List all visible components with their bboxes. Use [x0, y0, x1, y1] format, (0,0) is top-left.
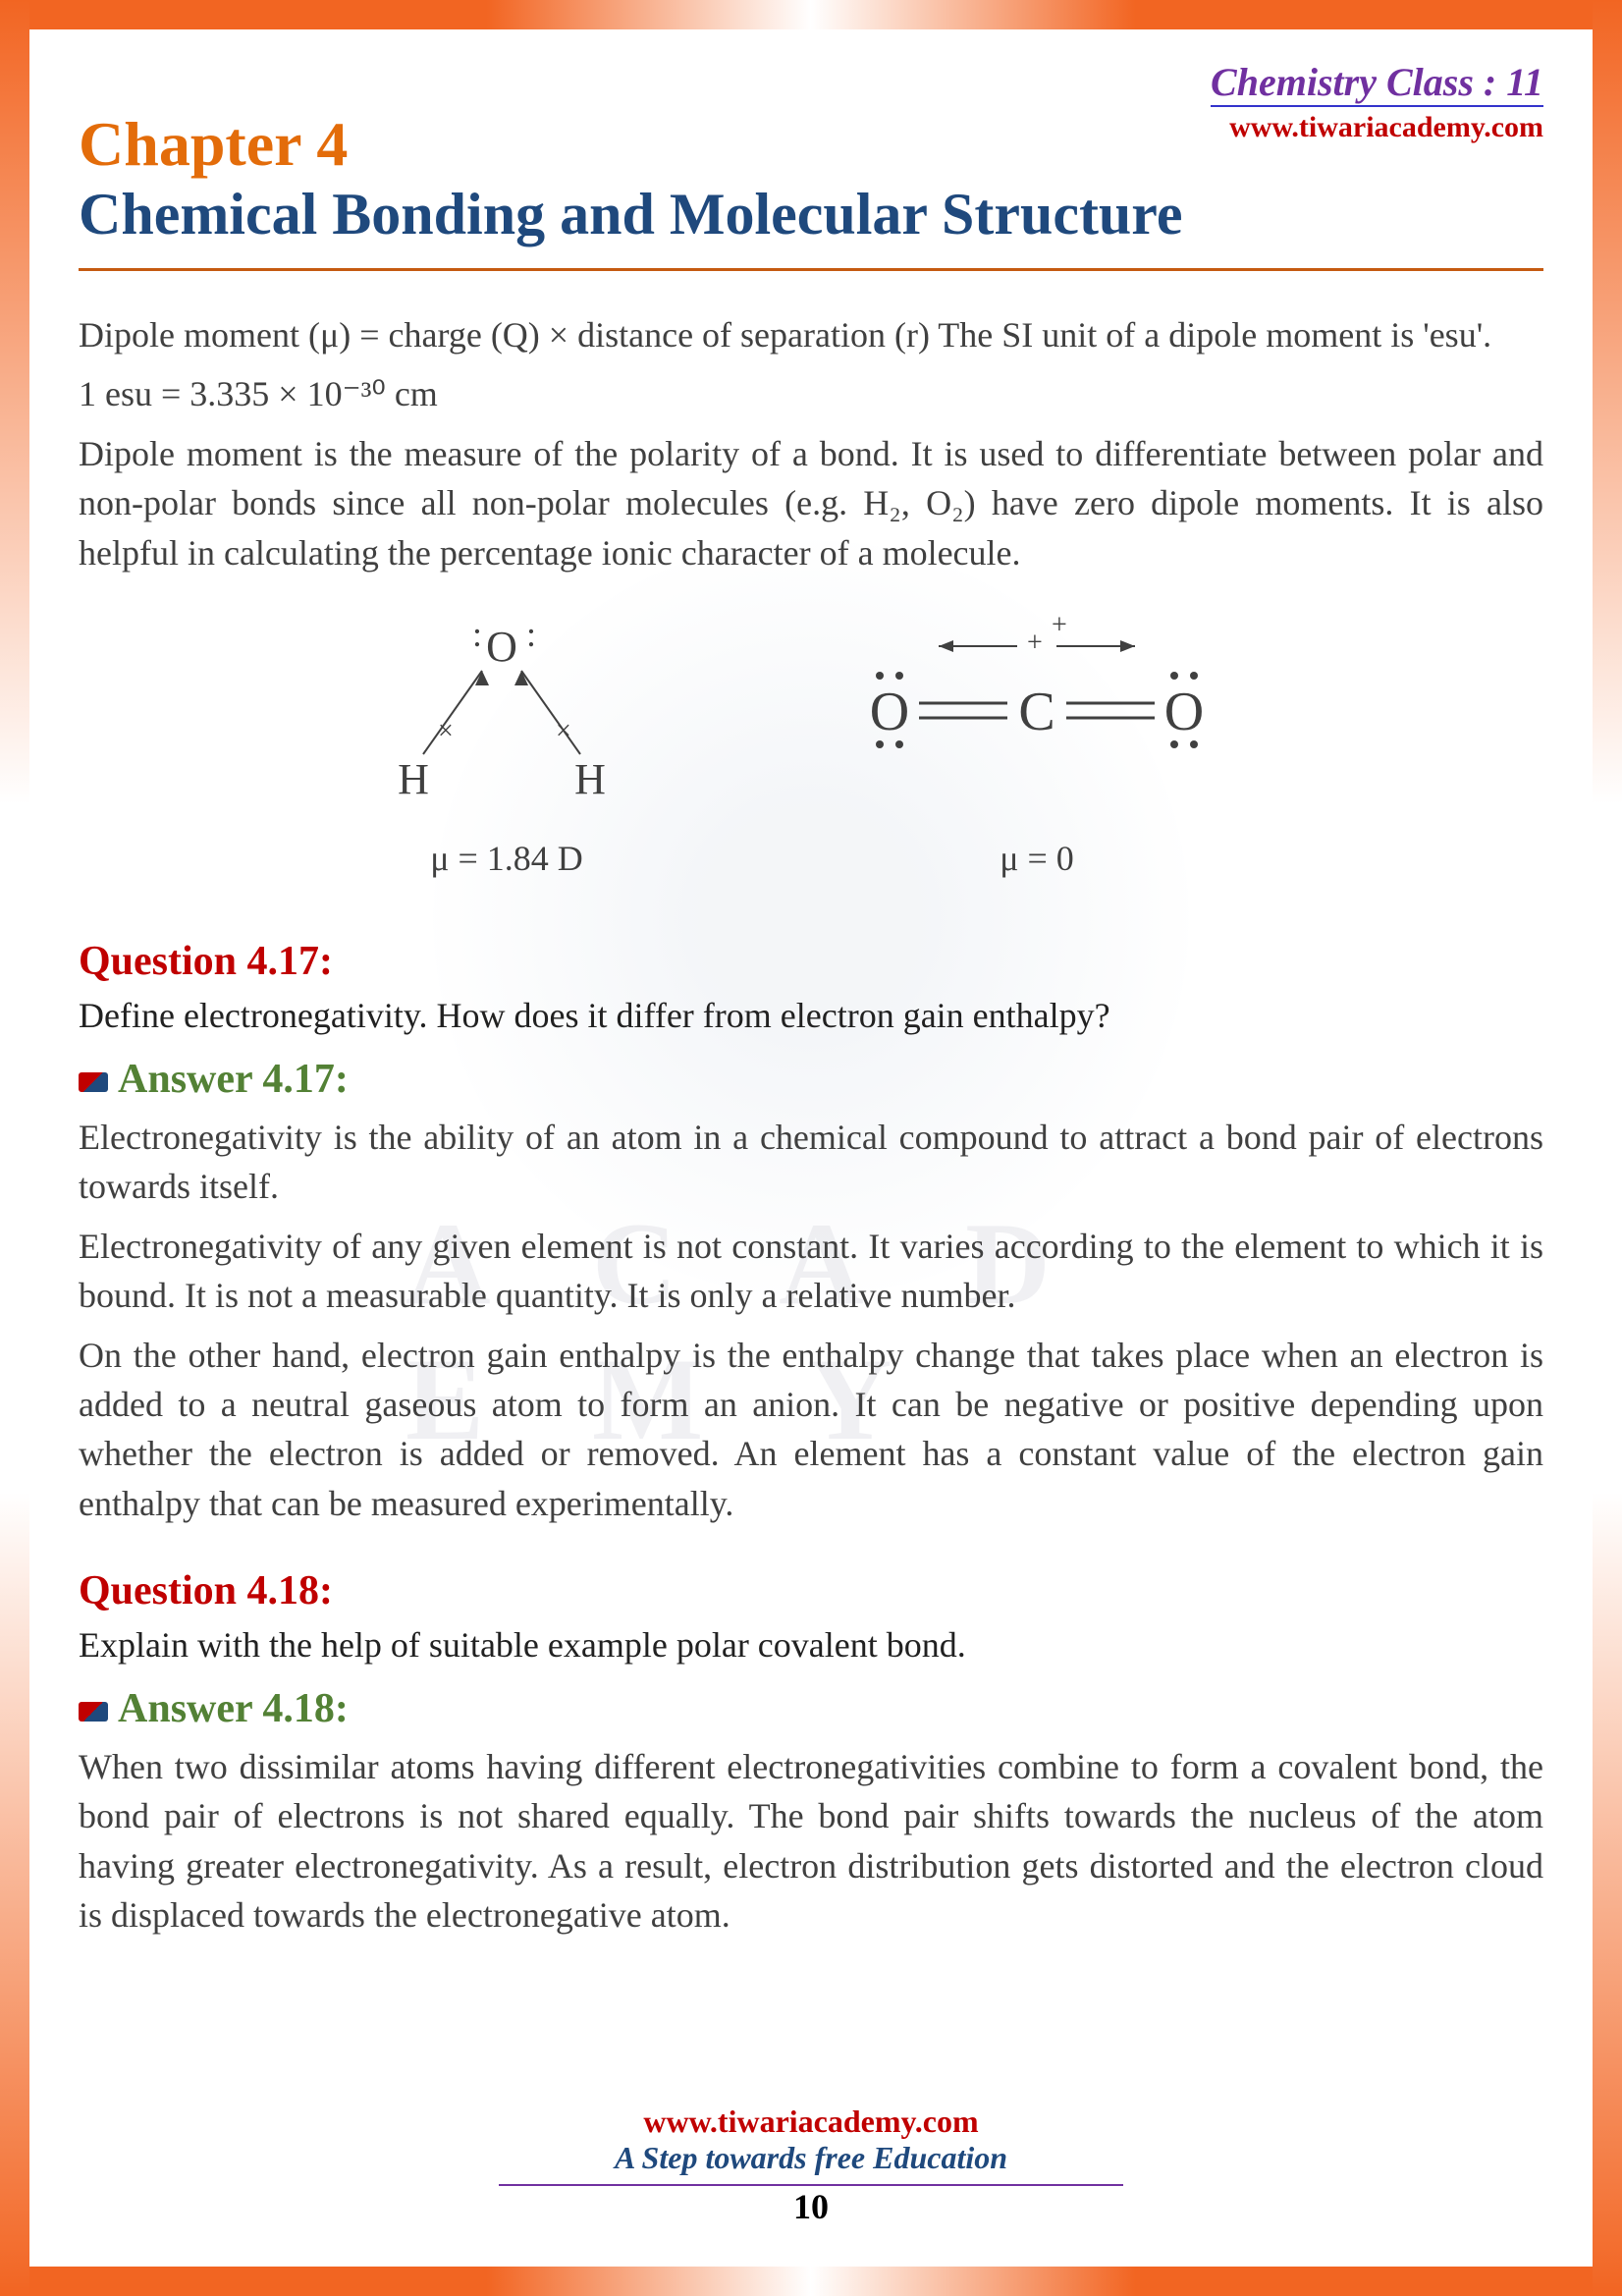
a417-p3: On the other hand, electron gain enthalp… [79, 1331, 1543, 1529]
q418-text: Explain with the help of suitable exampl… [79, 1624, 1543, 1666]
header-right: Chemistry Class : 11 www.tiwariacademy.c… [1211, 59, 1543, 144]
q417-text: Define electronegativity. How does it di… [79, 995, 1543, 1036]
water-caption: μ = 1.84 D [369, 838, 644, 879]
svg-text::: : [526, 617, 536, 654]
svg-text::: : [472, 617, 482, 654]
intro-p1: Dipole moment (μ) = charge (Q) × distanc… [79, 310, 1543, 359]
svg-text:×: × [556, 716, 571, 746]
water-h2: H [574, 755, 606, 803]
co2-o1: O [870, 682, 909, 742]
svg-text:+: + [1027, 628, 1043, 658]
co2-svg: + + O O C [821, 617, 1253, 813]
class-label: Chemistry Class : 11 [1211, 59, 1543, 105]
border-bottom [0, 2267, 1622, 2296]
footer-url: www.tiwariacademy.com [79, 2104, 1543, 2140]
a417-label: Answer 4.17: [79, 1056, 1543, 1103]
border-right [1593, 0, 1622, 2296]
intro-p3: Dipole moment is the measure of the pola… [79, 429, 1543, 577]
water-diagram: O : : × × H H μ = 1.84 D [369, 617, 644, 879]
border-left [0, 0, 29, 2296]
footer: www.tiwariacademy.com A Step towards fre… [79, 2104, 1543, 2227]
a417-p2: Electronegativity of any given element i… [79, 1222, 1543, 1321]
q417-label: Question 4.17: [79, 938, 1543, 985]
co2-diagram: + + O O C μ = 0 [821, 617, 1253, 879]
a418-label: Answer 4.18: [79, 1685, 1543, 1732]
header-url: www.tiwariacademy.com [1211, 105, 1543, 144]
border-top [0, 0, 1622, 29]
water-svg: O : : × × H H [369, 617, 644, 813]
co2-c: C [1018, 682, 1054, 742]
a418-p1: When two dissimilar atoms having differe… [79, 1742, 1543, 1941]
svg-text:×: × [438, 716, 454, 746]
water-h1: H [398, 755, 429, 803]
page-content: Chemistry Class : 11 www.tiwariacademy.c… [79, 59, 1543, 2237]
footer-slogan: A Step towards free Education [79, 2140, 1543, 2176]
page-number: 10 [499, 2184, 1123, 2227]
water-o: O [486, 623, 517, 671]
intro-p2: 1 esu = 3.335 × 10⁻³⁰ cm [79, 369, 1543, 418]
q418-label: Question 4.18: [79, 1567, 1543, 1614]
co2-o2: O [1164, 682, 1204, 742]
svg-text:+: + [1052, 617, 1067, 640]
diagram-row: O : : × × H H μ = 1.84 D + + [79, 617, 1543, 879]
co2-caption: μ = 0 [821, 838, 1253, 879]
a417-p1: Electronegativity is the ability of an a… [79, 1113, 1543, 1212]
chapter-title: Chemical Bonding and Molecular Structure [79, 181, 1543, 271]
